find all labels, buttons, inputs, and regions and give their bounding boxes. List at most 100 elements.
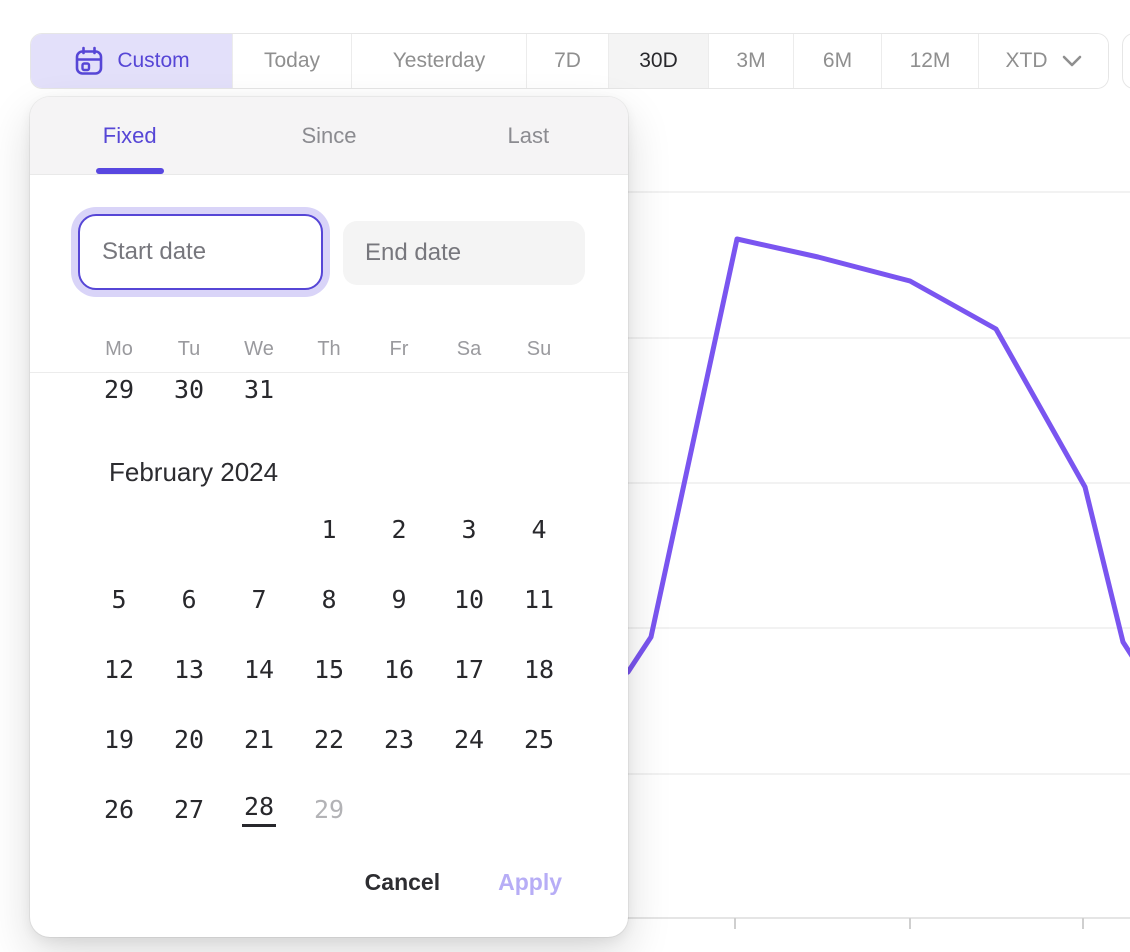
range-button-label: Custom [117,49,190,72]
calendar-day[interactable]: 23 [364,704,434,774]
calendar-day-number: 3 [461,514,477,544]
calendar-day-number: 22 [313,724,345,754]
range-button-yesterday[interactable]: Yesterday [352,34,527,88]
calendar-day[interactable]: 8 [294,564,364,634]
weekday-header-row: Mo Tu We Th Fr Sa Su [84,329,574,369]
calendar-day-number: 5 [111,584,127,614]
empty-cell [364,774,434,844]
weekday-label: Tu [177,337,201,360]
range-button-label: Today [263,49,321,72]
calendar-day-number: 2 [391,514,407,544]
weekday-label: We [244,337,274,360]
range-button-6m[interactable]: 6M [794,34,882,88]
active-tab-underline [95,168,164,174]
calendar-day[interactable]: 9 [364,564,434,634]
calendar-day[interactable]: 15 [294,634,364,704]
picker-tabs: Fixed Since Last [30,97,628,175]
calendar-day-number: 24 [453,724,485,754]
calendar-day-number: 4 [531,514,547,544]
start-date-input[interactable] [78,214,323,290]
range-button-label: 30D [639,49,678,72]
january-tail-row: 29 30 31 [84,354,574,424]
calendar-day[interactable]: 6 [154,564,224,634]
cancel-button[interactable]: Cancel [364,869,441,895]
weekday-label: Fr [389,337,409,360]
calendar-day[interactable]: 26 [84,774,154,844]
range-button-xtd[interactable]: XTD [979,34,1108,88]
empty-cell [84,494,154,564]
weekday-label: Th [317,337,341,360]
range-button-3m[interactable]: 3M [709,34,794,88]
calendar-day[interactable]: 1 [294,494,364,564]
calendar-day[interactable]: 16 [364,634,434,704]
calendar-day-number: 27 [173,794,205,824]
tab-last[interactable]: Last [429,97,628,174]
weekday-label: Su [526,337,552,360]
month-title: February 2024 [109,457,279,487]
range-button-label: 3M [736,49,766,72]
calendar-day[interactable]: 18 [504,634,574,704]
calendar-day[interactable]: 25 [504,704,574,774]
calendar-day-number: 21 [243,724,275,754]
calendar-day[interactable]: 17 [434,634,504,704]
calendar-day[interactable]: 11 [504,564,574,634]
calendar-day-number: 11 [523,584,555,614]
calendar-day[interactable]: 28 [224,774,294,844]
empty-cell [224,494,294,564]
calendar-day[interactable]: 24 [434,704,504,774]
calendar-day[interactable]: 22 [294,704,364,774]
date-range-toolbar: Custom Today Yesterday 7D 30D 3M 6M 12M XTD [30,33,1109,89]
empty-cell [154,494,224,564]
chevron-down-icon [1062,55,1081,67]
calendar-day-number: 31 [243,374,275,404]
calendar-day[interactable]: 21 [224,704,294,774]
calendar-day-number: 12 [103,654,135,684]
calendar-day[interactable]: 4 [504,494,574,564]
calendar-day[interactable]: 27 [154,774,224,844]
calendar-day[interactable]: 29 [294,774,364,844]
calendar-day[interactable]: 13 [154,634,224,704]
tab-fixed-label: Fixed [102,122,157,148]
calendar-day-today: 28 [241,792,277,827]
calendar-day[interactable]: 31 [224,354,294,424]
calendar-day[interactable]: 12 [84,634,154,704]
range-button-label: Yesterday [392,49,486,72]
calendar-day-number: 10 [453,584,485,614]
empty-cell [504,774,574,844]
metric-line-chart [590,120,1130,932]
tab-since[interactable]: Since [229,97,428,174]
calendar-day[interactable]: 10 [434,564,504,634]
calendar-day[interactable]: 5 [84,564,154,634]
apply-button[interactable]: Apply [498,869,562,895]
calendar-day[interactable]: 29 [84,354,154,424]
calendar-day-number: 15 [313,654,345,684]
calendar-day-number: 23 [383,724,415,754]
range-button-7d[interactable]: 7D [527,34,609,88]
tab-last-label: Last [507,122,550,148]
calendar-day[interactable]: 7 [224,564,294,634]
calendar-day-number: 9 [391,584,407,614]
calendar-day-number: 16 [383,654,415,684]
calendar-day[interactable]: 2 [364,494,434,564]
range-button-30d[interactable]: 30D [609,34,709,88]
calendar-icon [76,46,103,75]
adjacent-button-group-edge[interactable] [1122,33,1130,89]
range-button-custom[interactable]: Custom [31,34,233,88]
calendar-day[interactable]: 14 [224,634,294,704]
calendar-day[interactable]: 30 [154,354,224,424]
calendar-day-number: 29 [103,374,135,404]
weekday-label: Sa [456,337,482,360]
calendar-day[interactable]: 3 [434,494,504,564]
february-grid: 1 2 3 4 5 6 7 8 9 10 11 12 13 14 15 16 17 18 19 20 21 22 23 24 2… [84,494,574,844]
tab-fixed[interactable]: Fixed [30,97,229,174]
calendar-day[interactable]: 20 [154,704,224,774]
calendar-day-number: 13 [173,654,205,684]
calendar-day[interactable]: 19 [84,704,154,774]
calendar-day-number: 26 [103,794,135,824]
range-button-12m[interactable]: 12M [882,34,979,88]
calendar-day-number: 18 [523,654,555,684]
range-button-today[interactable]: Today [233,34,352,88]
end-date-input[interactable] [343,221,585,285]
calendar-day-number: 29 [313,794,345,824]
